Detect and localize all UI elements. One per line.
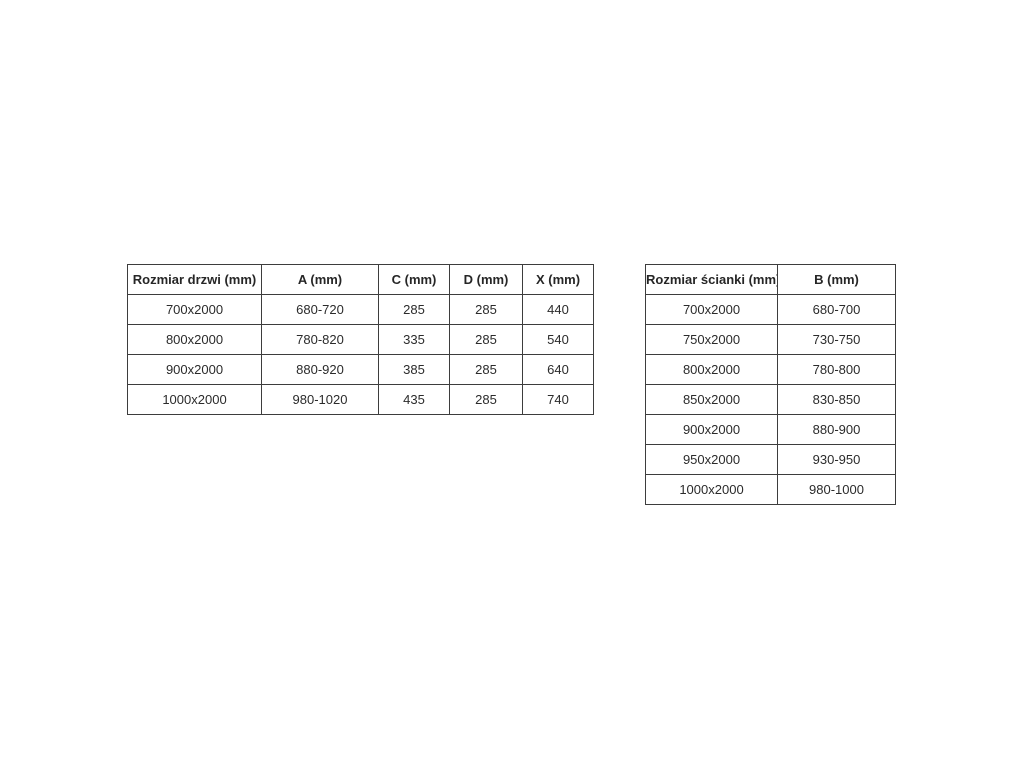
table-cell: 440: [522, 294, 594, 325]
table-cell: 800x2000: [127, 324, 262, 355]
table-row: 700x2000 680-700: [645, 294, 896, 325]
table-cell: 950x2000: [645, 444, 778, 475]
table-cell: 850x2000: [645, 384, 778, 415]
table-cell: 900x2000: [645, 414, 778, 445]
table-cell: 980-1000: [777, 474, 896, 505]
table-header-cell: A (mm): [261, 264, 379, 295]
table-cell: 780-820: [261, 324, 379, 355]
table-cell: 830-850: [777, 384, 896, 415]
table-header-cell: D (mm): [449, 264, 523, 295]
table-header-row: Rozmiar ścianki (mm) B (mm): [645, 264, 896, 295]
table-cell: 285: [449, 354, 523, 385]
table-header-cell: X (mm): [522, 264, 594, 295]
table-header-cell: B (mm): [777, 264, 896, 295]
table-cell: 800x2000: [645, 354, 778, 385]
table-cell: 740: [522, 384, 594, 415]
table-row: 1000x2000 980-1000: [645, 474, 896, 505]
table-cell: 700x2000: [127, 294, 262, 325]
table-cell: 880-900: [777, 414, 896, 445]
table-cell: 980-1020: [261, 384, 379, 415]
table-header-cell: C (mm): [378, 264, 450, 295]
table-row: 800x2000 780-820 335 285 540: [127, 324, 594, 355]
table-cell: 1000x2000: [645, 474, 778, 505]
table-cell: 680-700: [777, 294, 896, 325]
table-cell: 900x2000: [127, 354, 262, 385]
table-cell: 880-920: [261, 354, 379, 385]
table-row: 700x2000 680-720 285 285 440: [127, 294, 594, 325]
table-row: 800x2000 780-800: [645, 354, 896, 385]
table-cell: 335: [378, 324, 450, 355]
table-row: 850x2000 830-850: [645, 384, 896, 415]
table-cell: 435: [378, 384, 450, 415]
table-header-cell: Rozmiar ścianki (mm): [645, 264, 778, 295]
table-cell: 680-720: [261, 294, 379, 325]
door-size-table: Rozmiar drzwi (mm) A (mm) C (mm) D (mm) X (m…: [127, 264, 594, 415]
table-cell: 780-800: [777, 354, 896, 385]
table-cell: 640: [522, 354, 594, 385]
table-row: 900x2000 880-900: [645, 414, 896, 445]
wall-size-table: Rozmiar ścianki (mm) B (mm) 700x2000 680-70…: [645, 264, 896, 505]
table-cell: 385: [378, 354, 450, 385]
table-cell: 750x2000: [645, 324, 778, 355]
table-header-row: Rozmiar drzwi (mm) A (mm) C (mm) D (mm) X (m…: [127, 264, 594, 295]
table-cell: 1000x2000: [127, 384, 262, 415]
table-cell: 700x2000: [645, 294, 778, 325]
table-cell: 285: [449, 384, 523, 415]
table-cell: 730-750: [777, 324, 896, 355]
table-cell: 540: [522, 324, 594, 355]
table-row: 950x2000 930-950: [645, 444, 896, 475]
table-cell: 930-950: [777, 444, 896, 475]
table-row: 750x2000 730-750: [645, 324, 896, 355]
table-cell: 285: [449, 324, 523, 355]
table-cell: 285: [449, 294, 523, 325]
table-row: 900x2000 880-920 385 285 640: [127, 354, 594, 385]
table-row: 1000x2000 980-1020 435 285 740: [127, 384, 594, 415]
table-cell: 285: [378, 294, 450, 325]
table-header-cell: Rozmiar drzwi (mm): [127, 264, 262, 295]
